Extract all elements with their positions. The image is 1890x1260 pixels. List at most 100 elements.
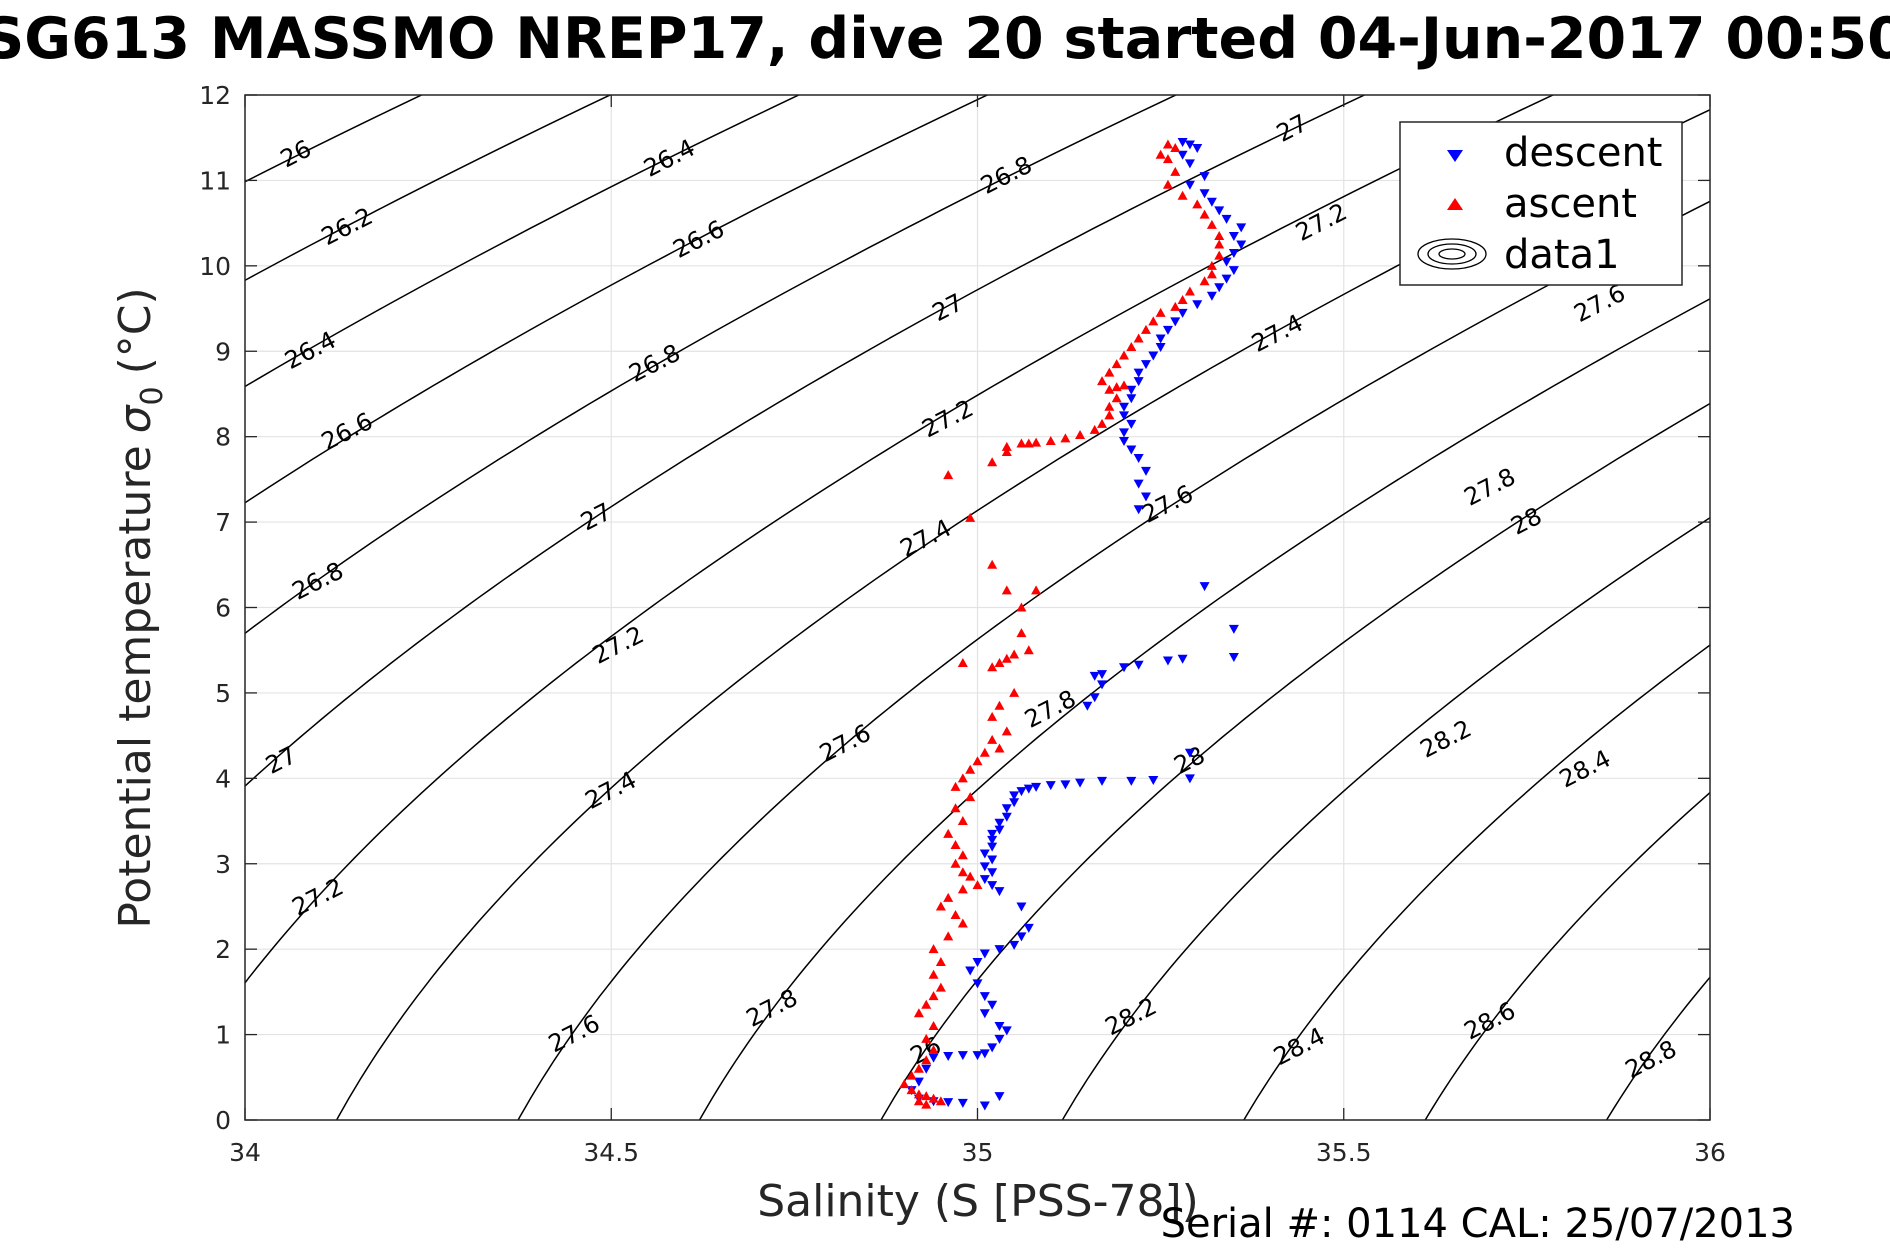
ascent-point [987, 662, 998, 672]
descent-point [1162, 325, 1173, 335]
contour-line [1243, 644, 1710, 1120]
ascent-point [1214, 239, 1225, 249]
ascent-point [1162, 154, 1173, 164]
ascent-point [1199, 209, 1210, 219]
descent-point [1023, 784, 1034, 794]
ascent-point [921, 1091, 932, 1101]
descent-point [1206, 291, 1217, 301]
descent-point [1199, 582, 1210, 592]
descent-point [979, 875, 990, 885]
serial-calibration-note: Serial #: 0114 CAL: 25/07/2013 [1161, 1201, 1795, 1247]
ascent-point [994, 743, 1005, 753]
ascent-point [1206, 219, 1217, 229]
contour-line [245, 95, 801, 388]
descent-point [943, 1098, 954, 1108]
descent-point [943, 1051, 954, 1061]
legend-contour-icon [1417, 238, 1487, 270]
ascent-point [1045, 435, 1056, 445]
descent-point [1060, 780, 1071, 790]
ascent-point [1111, 359, 1122, 369]
descent-point [1119, 428, 1129, 438]
ascent-point [1206, 260, 1217, 270]
ascent-point [928, 991, 939, 1001]
ascent-point [965, 764, 976, 774]
ascent-point [950, 910, 961, 919]
ascent-point [1060, 433, 1071, 443]
descent-point [1119, 663, 1129, 673]
ascent-point [1162, 139, 1173, 149]
ascent-point [1184, 286, 1195, 296]
descent-point [972, 979, 983, 989]
ascent-point [913, 1063, 924, 1073]
descent-point [913, 1077, 924, 1087]
ascent-point [1016, 602, 1027, 612]
ascent-point [921, 1055, 932, 1065]
y-axis-label-units: (°C) [110, 287, 161, 374]
ascent-point [1009, 687, 1020, 697]
y-tick-label: 11 [199, 166, 231, 195]
ascent-point [1170, 166, 1181, 176]
descent-point [1199, 172, 1210, 182]
descent-point [1184, 159, 1195, 169]
legend: descent ascent data1 [1399, 121, 1683, 286]
descent-point [1031, 782, 1042, 792]
ascent-point [957, 816, 968, 826]
descent-point [1097, 776, 1108, 786]
descent-point [1045, 781, 1056, 791]
ascent-point [1016, 438, 1027, 448]
x-tick-label: 35.5 [1316, 1138, 1372, 1167]
legend-descent-label: descent [1504, 130, 1662, 176]
contour-line [245, 95, 1367, 788]
legend-ascent-label: ascent [1504, 181, 1637, 227]
descent-point [1228, 624, 1239, 634]
ascent-point [1119, 380, 1129, 390]
descent-point [1155, 334, 1166, 344]
ascent-point [906, 1070, 917, 1080]
descent-point [1082, 701, 1093, 711]
ascent-point [1023, 645, 1034, 655]
ascent-point [1001, 585, 1012, 595]
data-points [899, 137, 1247, 1111]
descent-point [979, 949, 990, 959]
descent-point [1199, 189, 1210, 199]
contour-line [245, 95, 1178, 635]
y-tick-label: 5 [215, 679, 231, 708]
ascent-point [1001, 726, 1012, 736]
descent-point [1016, 787, 1027, 797]
descent-point [1126, 776, 1137, 786]
descent-point [1170, 317, 1181, 327]
ascent-point [1126, 341, 1137, 351]
descent-point [987, 842, 998, 852]
ascent-point [1104, 384, 1115, 394]
descent-point [957, 1098, 968, 1108]
descent-point [972, 1051, 983, 1061]
ascent-point [972, 756, 983, 766]
ascent-point [1155, 149, 1166, 159]
ascent-point [1089, 424, 1100, 434]
ascent-point [950, 858, 961, 868]
y-tick-label: 10 [199, 252, 231, 281]
ascent-point [950, 781, 961, 791]
descent-point [1184, 140, 1195, 150]
ascent-point [1104, 410, 1115, 420]
ascent-point [913, 1089, 924, 1099]
ascent-point [928, 969, 939, 979]
ascent-point [1001, 653, 1012, 663]
ascent-point [1133, 333, 1144, 343]
ascent-point [1140, 324, 1151, 334]
y-tick-label: 12 [199, 81, 231, 110]
descent-point [972, 957, 983, 967]
descent-point [1089, 693, 1100, 703]
ascent-point [935, 1096, 946, 1106]
descent-point [1184, 774, 1195, 784]
descent-point [1016, 932, 1027, 942]
y-tick-label: 2 [215, 935, 231, 964]
ascent-point [943, 892, 954, 902]
legend-box [1399, 121, 1683, 286]
descent-point [957, 1051, 968, 1061]
x-axis-label: Salinity (S [PSS-78]) [757, 1176, 1199, 1227]
ascent-point [1155, 307, 1166, 317]
descent-point [1140, 360, 1151, 370]
ascent-point [1104, 401, 1115, 411]
